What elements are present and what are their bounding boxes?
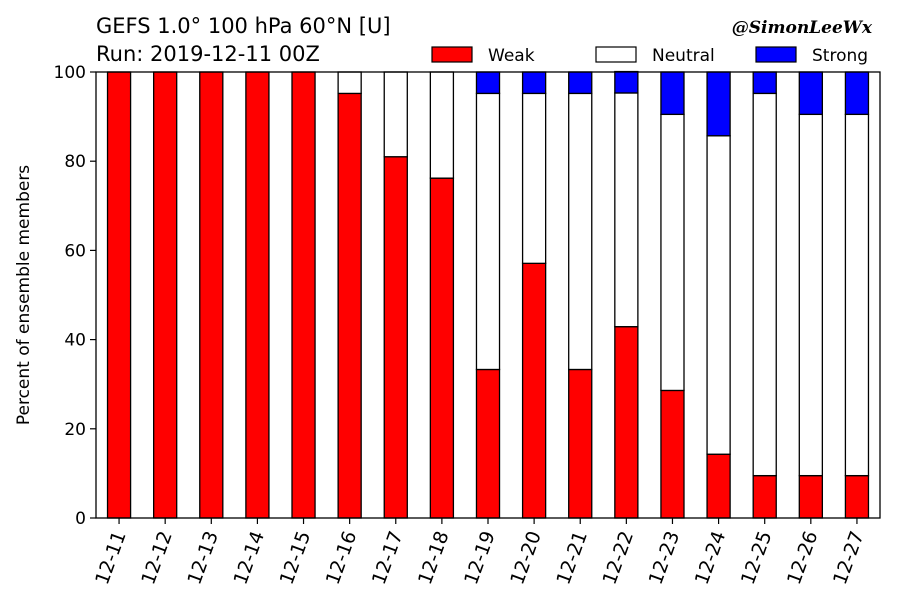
bar-strong-12-19: [475, 71, 501, 95]
bar-neutral-12-27: [844, 113, 870, 477]
legend: Weak Neutral Strong: [431, 46, 868, 66]
bar-weak-12-20: [521, 262, 547, 519]
bar-weak-12-26: [798, 474, 824, 519]
y-axis: 0 20 40 60 80 100: [54, 63, 96, 529]
x-tick-label-12-20: 12-20: [506, 528, 546, 587]
x-tick-label-12-15: 12-15: [276, 528, 316, 587]
y-axis-label: Percent of ensemble members: [14, 165, 34, 425]
bar-strong-12-24: [706, 71, 731, 137]
bar-strong-12-26: [798, 71, 824, 116]
x-tick-label-12-27: 12-27: [829, 528, 869, 587]
bar-weak-12-15: [291, 71, 316, 519]
bar-weak-12-23: [660, 389, 685, 519]
bar-strong-12-20: [521, 71, 547, 95]
x-tick-label-12-23: 12-23: [645, 528, 685, 587]
bar-weak-12-18: [429, 177, 455, 519]
bar-weak-12-24: [706, 453, 731, 519]
bar-weak-12-16: [337, 92, 362, 519]
bar-strong-12-25: [752, 71, 777, 95]
y-tick-label-40: 40: [64, 331, 86, 351]
y-tick-label-20: 20: [64, 420, 86, 440]
bar-neutral-12-24: [706, 135, 731, 455]
bar-neutral-12-26: [798, 113, 824, 477]
bar-weak-12-14: [245, 71, 270, 519]
bar-strong-12-21: [568, 71, 593, 95]
x-tick-label-12-17: 12-17: [368, 528, 408, 587]
credit-label: @SimonLeeWx: [732, 18, 873, 38]
bar-neutral-12-21: [568, 92, 593, 371]
legend-label-weak: Weak: [488, 46, 535, 66]
legend-label-strong: Strong: [812, 46, 868, 66]
x-tick-label-12-18: 12-18: [414, 528, 454, 587]
x-tick-label-12-16: 12-16: [322, 528, 362, 587]
x-tick-label-12-24: 12-24: [691, 528, 731, 587]
bar-neutral-12-16: [337, 71, 362, 95]
bar-neutral-12-22: [614, 92, 639, 328]
chart-subtitle: Run: 2019-12-11 00Z: [96, 42, 320, 66]
bar-neutral-12-19: [475, 92, 501, 371]
bar-weak-12-17: [383, 156, 408, 519]
x-tick-label-12-19: 12-19: [460, 528, 500, 587]
x-axis: 12-11 12-12 12-13 12-14 12-15 12-16 12-17 12-18…: [91, 518, 869, 588]
x-tick-label-12-12: 12-12: [137, 528, 177, 587]
bar-neutral-12-20: [521, 92, 547, 264]
legend-swatch-weak: [431, 46, 473, 63]
bar-neutral-12-25: [752, 92, 777, 477]
bar-weak-12-21: [568, 368, 593, 519]
bar-strong-12-27: [844, 71, 870, 116]
bars: [106, 70, 870, 519]
bar-neutral-12-18: [429, 71, 455, 179]
x-tick-label-12-13: 12-13: [183, 528, 223, 587]
bar-strong-12-22: [614, 70, 639, 94]
legend-label-neutral: Neutral: [652, 46, 715, 66]
x-tick-label-12-22: 12-22: [598, 528, 638, 587]
x-tick-label-12-26: 12-26: [783, 528, 823, 587]
y-tick-label-0: 0: [75, 509, 86, 529]
bar-strong-12-23: [660, 71, 685, 116]
x-tick-label-12-21: 12-21: [552, 528, 592, 587]
bar-neutral-12-17: [383, 71, 408, 158]
x-tick-label-12-25: 12-25: [737, 528, 777, 587]
bar-weak-12-22: [614, 326, 639, 519]
bar-weak-12-12: [152, 71, 178, 519]
bar-weak-12-25: [752, 474, 777, 519]
x-tick-label-12-14: 12-14: [230, 528, 270, 587]
legend-swatch-strong: [755, 46, 797, 63]
bar-neutral-12-23: [660, 113, 685, 392]
x-tick-label-12-11: 12-11: [91, 528, 131, 587]
bar-weak-12-27: [844, 474, 870, 519]
bar-weak-12-13: [199, 71, 224, 519]
y-tick-label-60: 60: [64, 241, 86, 261]
y-tick-label-80: 80: [64, 152, 86, 172]
legend-swatch-neutral: [595, 46, 637, 63]
bar-weak-12-11: [106, 71, 132, 519]
bar-weak-12-19: [475, 368, 501, 519]
y-tick-label-100: 100: [54, 63, 86, 83]
chart-title: GEFS 1.0° 100 hPa 60°N [U]: [96, 14, 391, 38]
